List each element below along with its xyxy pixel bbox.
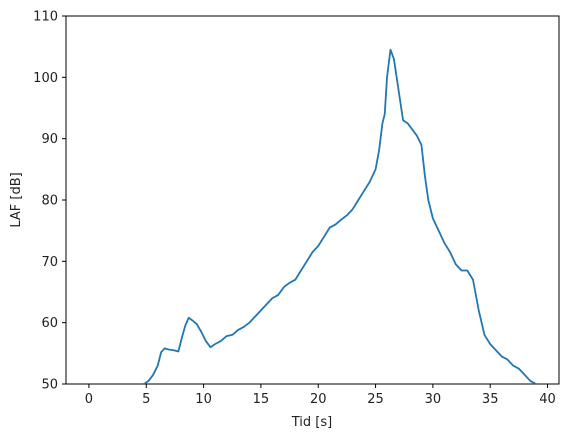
- plot-area: [65, 15, 560, 385]
- x-tick-label: 15: [253, 392, 270, 407]
- x-tick-label: 35: [482, 392, 499, 407]
- y-tick-label: 80: [41, 194, 58, 209]
- x-tick-label: 0: [85, 392, 93, 407]
- x-tick-label: 20: [310, 392, 327, 407]
- y-tick-label: 60: [41, 316, 58, 331]
- x-axis-ticks: 0 5 10 15 20 25 30 35 40: [85, 384, 556, 407]
- y-tick-label: 50: [41, 378, 58, 393]
- x-tick-label: 30: [425, 392, 442, 407]
- y-axis-ticks: 50 60 70 80 90 100 110: [33, 10, 66, 393]
- x-tick-label: 40: [539, 392, 556, 407]
- x-tick-label: 10: [195, 392, 212, 407]
- x-axis-label: Tid [s]: [291, 415, 332, 430]
- y-tick-label: 100: [33, 71, 58, 86]
- y-tick-label: 110: [33, 10, 58, 25]
- y-axis-label: LAF [dB]: [9, 172, 24, 227]
- x-tick-label: 25: [367, 392, 384, 407]
- y-tick-label: 70: [41, 255, 58, 270]
- y-tick-label: 90: [41, 132, 58, 147]
- series-line: [143, 48, 537, 384]
- x-tick-label: 5: [142, 392, 150, 407]
